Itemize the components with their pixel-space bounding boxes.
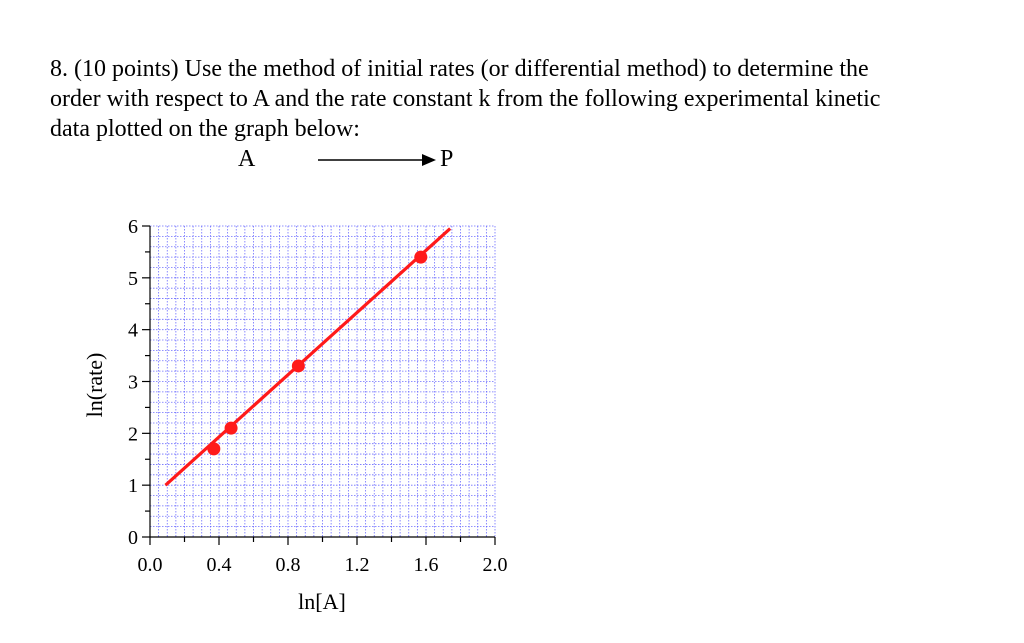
chart-grid (149, 225, 496, 538)
fit-line-group (164, 227, 452, 487)
reaction-arrow-icon (318, 154, 436, 166)
x-tick-label: 0.4 (207, 554, 232, 576)
x-tick-label: 0.0 (138, 554, 163, 576)
x-tick-label: 2.0 (483, 554, 508, 576)
y-tick-label: 6 (128, 216, 138, 238)
y-tick-label: 3 (128, 372, 138, 394)
x-tick-label: 0.8 (276, 554, 301, 576)
x-tick-label: 1.6 (414, 554, 439, 576)
question-text: 8. (10 points) Use the method of initial… (50, 54, 990, 144)
y-axis-label: ln(rate) (82, 353, 107, 418)
chart: 0.0 0.4 0.8 1.2 1.6 2.0 0 1 2 3 4 5 6 ln[A] ln(rate) (82, 216, 508, 614)
question-line-1: 8. (10 points) Use the method of initial… (50, 56, 869, 82)
fit-line (164, 227, 452, 487)
y-tick-label: 2 (128, 423, 138, 445)
chart-figure: 0.0 0.4 0.8 1.2 1.6 2.0 0 1 2 3 4 5 6 ln[A] ln(rate) (60, 205, 540, 635)
y-tick-label: 4 (128, 320, 138, 342)
reactant-label: A (238, 146, 256, 172)
question-line-3: data plotted on the graph below: (50, 116, 360, 142)
y-tick-label: 5 (128, 268, 138, 290)
product-label: P (440, 146, 454, 172)
data-point (291, 359, 305, 373)
data-point (224, 421, 238, 435)
x-tick-label: 1.2 (345, 554, 370, 576)
y-tick-label: 1 (128, 475, 138, 497)
x-axis-label: ln[A] (298, 589, 346, 614)
data-point (207, 442, 221, 456)
y-tick-label: 0 (128, 527, 138, 549)
data-point (414, 250, 428, 264)
reaction-equation: A P (0, 146, 1024, 174)
chart-axes: 0.0 0.4 0.8 1.2 1.6 2.0 0 1 2 3 4 5 6 (128, 216, 508, 576)
data-points (207, 250, 428, 456)
question-line-2: order with respect to A and the rate con… (50, 86, 881, 112)
